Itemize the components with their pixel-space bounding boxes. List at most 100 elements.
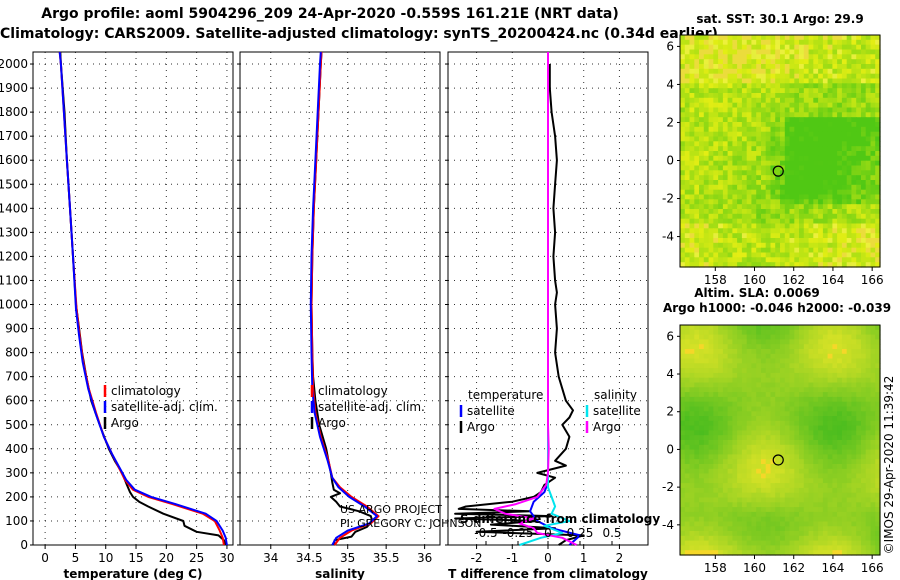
heatmap-cell	[846, 507, 853, 513]
heatmap-cell	[837, 194, 843, 200]
heatmap-cell	[780, 526, 786, 532]
heatmap-cell	[832, 160, 838, 167]
heatmap-cell	[837, 189, 843, 196]
heatmap-cell	[832, 39, 838, 46]
heatmap-cell	[789, 180, 795, 186]
heatmap-cell	[689, 189, 695, 196]
heatmap-cell	[813, 435, 819, 441]
heatmap-cell	[870, 344, 876, 350]
heatmap-cell	[780, 377, 786, 384]
heatmap-cell	[775, 112, 781, 118]
heatmap-cell	[761, 218, 767, 225]
heatmap-cell	[841, 126, 848, 133]
heatmap-cell	[846, 444, 853, 451]
heatmap-cell	[789, 464, 795, 470]
heatmap-cell	[737, 35, 743, 41]
heatmap-cell	[794, 228, 800, 234]
heatmap-cell	[699, 68, 705, 75]
x-axis-label-salinity: salinity	[315, 567, 365, 580]
heatmap-cell	[803, 238, 810, 244]
heatmap-cell	[856, 516, 862, 523]
heatmap-cell	[822, 136, 829, 142]
heatmap-cell	[837, 213, 843, 220]
heatmap-cell	[756, 396, 762, 403]
heatmap-cell	[794, 511, 800, 518]
heatmap-cell	[732, 382, 738, 388]
heatmap-cell	[813, 464, 819, 470]
heatmap-cell	[737, 151, 743, 157]
heatmap-cell	[827, 353, 833, 360]
heatmap-cell	[741, 107, 748, 113]
heatmap-cell	[827, 151, 833, 157]
heatmap-cell	[765, 117, 772, 123]
heatmap-cell	[789, 368, 795, 374]
heatmap-cell	[761, 372, 767, 379]
heatmap-cell	[865, 151, 872, 157]
heatmap-cell	[818, 487, 824, 494]
heatmap-cell	[770, 238, 776, 244]
heatmap-cell	[799, 382, 805, 388]
heatmap-cell	[741, 78, 748, 84]
heatmap-cell	[746, 492, 753, 499]
heatmap-cell	[718, 416, 724, 422]
heatmap-cell	[799, 175, 805, 181]
x-axis-label-temperature: temperature (deg C)	[64, 567, 203, 580]
heatmap-cell	[694, 396, 700, 403]
heatmap-cell	[775, 334, 781, 340]
heatmap-cell	[818, 88, 824, 94]
heatmap-cell	[808, 88, 814, 94]
heatmap-cell	[875, 339, 881, 345]
heatmap-cell	[846, 497, 853, 503]
heatmap-cell	[837, 83, 843, 89]
heatmap-cell	[770, 88, 776, 94]
heatmap-cell	[808, 521, 814, 527]
heatmap-cell	[822, 516, 829, 523]
heatmap-cell	[813, 112, 819, 118]
heatmap-cell	[732, 194, 738, 200]
heatmap-cell	[703, 165, 710, 171]
heatmap-cell	[694, 511, 700, 518]
heatmap-cell	[808, 492, 814, 499]
heatmap-cell	[689, 545, 695, 551]
heatmap-cell	[775, 449, 781, 455]
heatmap-cell	[808, 464, 814, 470]
heatmap-cell	[689, 425, 695, 431]
heatmap-cell	[856, 344, 862, 350]
heatmap-cell	[722, 155, 729, 162]
heatmap-cell	[784, 97, 791, 104]
heatmap-cell	[841, 540, 848, 546]
heatmap-cell	[713, 141, 719, 147]
heatmap-cell	[689, 464, 695, 470]
heatmap-cell	[761, 107, 767, 113]
heatmap-cell	[765, 511, 772, 518]
heatmap-cell	[727, 425, 733, 431]
heatmap-cell	[813, 209, 819, 215]
heatmap-cell	[756, 540, 762, 546]
heatmap-cell	[732, 204, 738, 210]
heatmap-cell	[789, 468, 795, 475]
heatmap-cell	[803, 473, 810, 479]
heatmap-cell	[865, 339, 872, 345]
heatmap-cell	[808, 35, 814, 41]
heatmap-cell	[741, 68, 748, 75]
heatmap-cell	[765, 122, 772, 128]
heatmap-cell	[837, 223, 843, 229]
heatmap-cell	[689, 516, 695, 523]
heatmap-cell	[861, 151, 867, 157]
heatmap-cell	[784, 487, 791, 494]
heatmap-cell	[775, 358, 781, 364]
heatmap-cell	[827, 228, 833, 234]
heatmap-cell	[818, 406, 824, 412]
heatmap-cell	[851, 425, 857, 431]
heatmap-cell	[841, 401, 848, 408]
heatmap-cell	[875, 44, 881, 51]
heatmap-cell	[794, 507, 800, 513]
heatmap-cell	[694, 449, 700, 455]
heatmap-cell	[813, 107, 819, 113]
heatmap-cell	[718, 511, 724, 518]
heatmap-cell	[837, 507, 843, 513]
heatmap-cell	[856, 349, 862, 355]
heatmap-cell	[775, 492, 781, 499]
heatmap-cell	[732, 406, 738, 412]
heatmap-cell	[770, 420, 776, 427]
